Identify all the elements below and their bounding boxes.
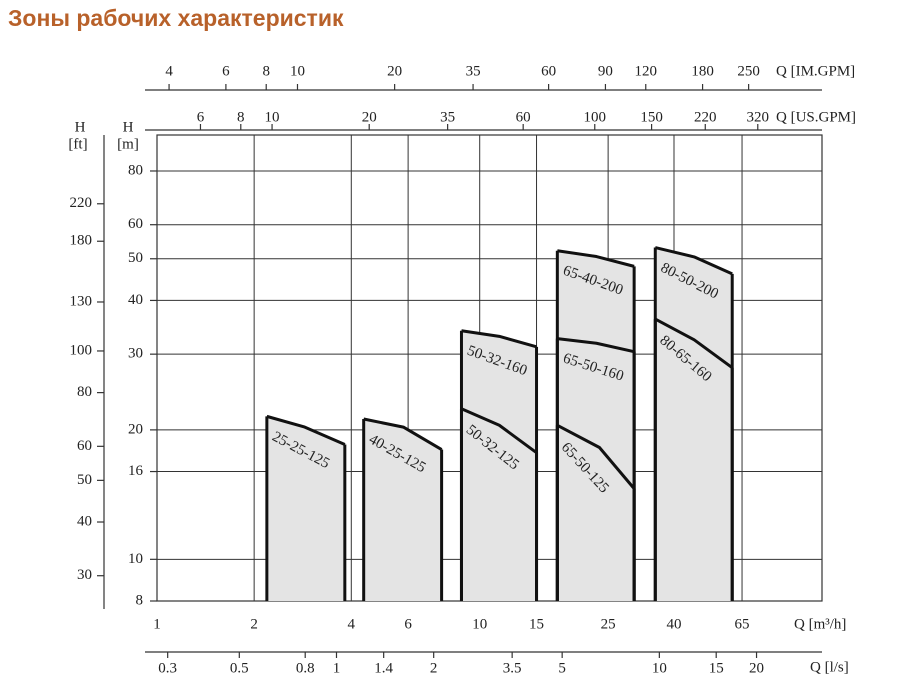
x-top-tick-label: 180	[691, 63, 714, 79]
x-top-tick-label: 220	[694, 109, 717, 125]
x-tick-label: 15	[529, 616, 544, 632]
y2-tick-label: 80	[77, 384, 92, 400]
zone-fill	[363, 418, 442, 601]
y-tick-label: 40	[128, 292, 143, 308]
x-top-tick-label: 6	[222, 63, 230, 79]
y2-tick-label: 40	[77, 513, 92, 529]
x2-tick-label: 20	[749, 660, 764, 676]
y2-axis-label: H	[75, 119, 86, 135]
x-top-tick-label: 8	[237, 109, 245, 125]
x-top-tick-label: 60	[516, 109, 531, 125]
y-tick-label: 80	[128, 162, 143, 178]
zone-curve	[654, 317, 734, 369]
zone-fill	[655, 319, 733, 601]
y-tick-label: 16	[128, 463, 144, 479]
x-top-tick-label: 150	[640, 109, 663, 125]
y-tick-label: 30	[128, 346, 143, 362]
x-axis-label: Q [m³/h]	[794, 616, 846, 632]
y-tick-label: 20	[128, 421, 143, 437]
x-tick-label: 6	[404, 616, 412, 632]
zone-curve	[556, 423, 636, 490]
x2-tick-label: 10	[652, 660, 667, 676]
x2-axis-label: Q [l/s]	[810, 659, 849, 675]
x-top-tick-label: 35	[440, 109, 455, 125]
y-tick-label: 10	[128, 551, 143, 567]
x2-tick-label: 15	[709, 660, 724, 676]
x-tick-label: 4	[348, 616, 356, 632]
x-top-tick-label: 20	[362, 109, 377, 125]
zone-fill	[266, 416, 345, 601]
x-tick-label: 25	[601, 616, 616, 632]
x2-tick-label: 0.3	[158, 660, 177, 676]
x2-tick-label: 2	[430, 660, 438, 676]
zone-fill	[461, 408, 537, 601]
x2-tick-label: 5	[558, 660, 566, 676]
zone-fill	[557, 425, 635, 601]
x-top-tick-label: 90	[598, 63, 613, 79]
y2-tick-label: 50	[77, 472, 92, 488]
zone-curve	[557, 249, 635, 268]
x-tick-label: 2	[250, 616, 258, 632]
x2-tick-label: 0.5	[230, 660, 249, 676]
x-tick-label: 10	[472, 616, 487, 632]
x-tick-label: 1	[153, 616, 161, 632]
x-tick-label: 65	[735, 616, 750, 632]
zone-curve	[460, 407, 538, 454]
y2-tick-label: 180	[70, 233, 93, 249]
x-top-tick-label: 4	[165, 63, 173, 79]
y-tick-label: 50	[128, 250, 143, 266]
x-top-tick-label: 60	[541, 63, 556, 79]
y2-tick-label: 30	[77, 567, 92, 583]
y2-tick-label: 60	[77, 438, 92, 454]
x-top-tick-label: 20	[387, 63, 402, 79]
x2-tick-label: 3.5	[503, 660, 522, 676]
y2-tick-label: 100	[70, 342, 93, 358]
x-top-tick-label: 120	[635, 63, 658, 79]
x-top-tick-label: 10	[265, 109, 280, 125]
x-top-tick-label: 35	[466, 63, 481, 79]
x-top-tick-label: 6	[197, 109, 205, 125]
y2-axis-unit: [ft]	[68, 136, 87, 152]
x-top-tick-label: 10	[290, 63, 305, 79]
y-tick-label: 60	[128, 216, 143, 232]
y2-tick-label: 130	[70, 293, 93, 309]
y-axis-label: H	[123, 119, 134, 135]
zone-curve	[654, 246, 733, 276]
x-top-tick-label: 320	[747, 109, 770, 125]
chart-title: Зоны рабочих характеристик	[8, 5, 344, 31]
zone-curve	[363, 417, 443, 451]
zone-curve	[266, 414, 346, 446]
y-axis-unit: [m]	[117, 136, 139, 152]
x-top-axis-label: Q [IM.GPM]	[776, 63, 855, 79]
x-top-axis-label: Q [US.GPM]	[776, 109, 856, 125]
x-tick-label: 40	[666, 616, 681, 632]
x-top-tick-label: 8	[262, 63, 270, 79]
y-tick-label: 8	[136, 592, 144, 608]
x2-tick-label: 1.4	[374, 660, 393, 676]
x2-tick-label: 0.8	[296, 660, 315, 676]
zone-curve	[461, 329, 537, 349]
zone-curve	[557, 337, 635, 354]
y2-tick-label: 220	[70, 195, 93, 211]
x2-tick-label: 1	[333, 660, 341, 676]
x-top-tick-label: 250	[737, 63, 760, 79]
x-top-tick-label: 100	[584, 109, 607, 125]
